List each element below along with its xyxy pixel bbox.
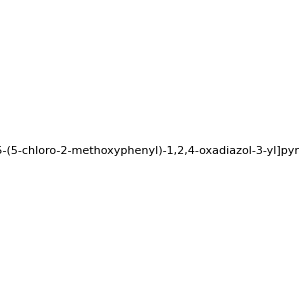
Text: 3-[5-(5-chloro-2-methoxyphenyl)-1,2,4-oxadiazol-3-yl]pyridine: 3-[5-(5-chloro-2-methoxyphenyl)-1,2,4-ox… (0, 146, 300, 157)
